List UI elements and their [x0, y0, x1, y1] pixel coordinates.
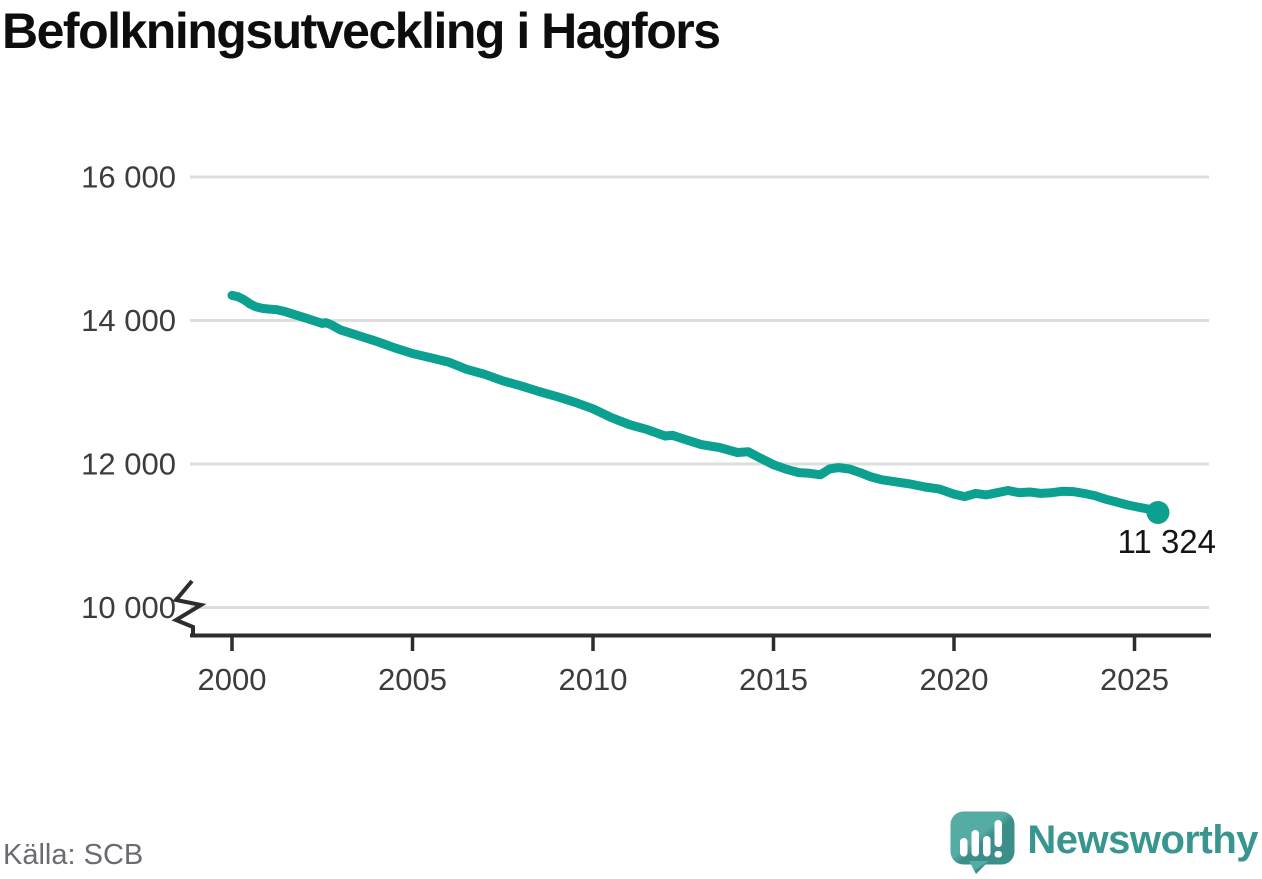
series-group: 11 324 — [227, 290, 1216, 560]
x-tick-label: 2000 — [198, 662, 267, 697]
chart-title: Befolkningsutveckling i Hagfors — [2, 3, 721, 59]
x-tick-label: 2020 — [920, 662, 989, 697]
population-line — [227, 290, 1163, 517]
y-tick-label: 10 000 — [81, 590, 176, 625]
tick-labels-group: 16 000 14 000 12 000 10 000 2000 2005 2010 2015… — [81, 160, 1169, 698]
gridlines-group — [190, 175, 1209, 609]
x-tick-label: 2025 — [1100, 662, 1169, 697]
y-axis-break-icon — [171, 579, 207, 636]
y-tick-label: 16 000 — [81, 160, 176, 195]
end-value-label: 11 324 — [1118, 523, 1216, 560]
y-tick-label: 14 000 — [81, 303, 176, 338]
x-tick-label: 2010 — [559, 662, 628, 697]
brand-lockup: Newsworthy — [950, 811, 1258, 875]
brand-name: Newsworthy — [1027, 818, 1258, 862]
source-note: Källa: SCB — [3, 839, 144, 871]
end-point-marker — [1146, 501, 1170, 525]
x-tick-label: 2005 — [378, 662, 447, 697]
y-tick-label: 12 000 — [81, 447, 176, 482]
axis-group — [171, 579, 1211, 638]
bar-chart-exclamation-icon — [960, 820, 1003, 858]
newsworthy-logo-icon — [950, 811, 1015, 874]
x-tick-label: 2015 — [739, 662, 808, 697]
